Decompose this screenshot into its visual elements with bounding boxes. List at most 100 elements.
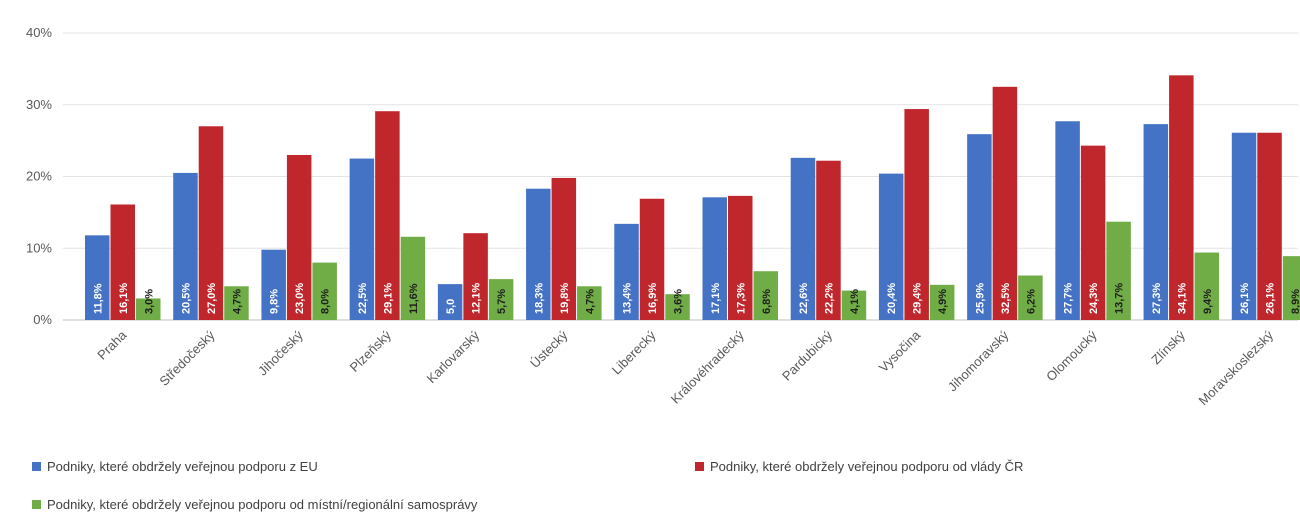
data-label: 24,3% (1088, 283, 1100, 314)
y-tick-label: 30% (26, 97, 52, 112)
data-label: 16,9% (647, 283, 659, 314)
data-label: 26,1% (1239, 283, 1251, 314)
data-label: 8,9% (1290, 289, 1300, 314)
data-label: 27,3% (1151, 283, 1163, 314)
bar (1257, 132, 1282, 320)
bar (85, 235, 110, 320)
data-label: 9,4% (1202, 289, 1214, 314)
data-label: 19,8% (559, 283, 571, 314)
y-tick-label: 10% (26, 240, 52, 255)
category-label: Zlínský (1148, 327, 1188, 367)
bar (728, 195, 753, 320)
bar (286, 154, 312, 320)
data-label: 6,8% (761, 289, 773, 314)
bar (614, 223, 639, 320)
bar (577, 286, 602, 320)
bar (878, 173, 904, 320)
category-label: Liberecký (609, 327, 659, 377)
bar (198, 126, 224, 321)
data-label: 23,0% (294, 283, 306, 314)
bar (488, 279, 514, 320)
category-label: Středočeský (156, 327, 218, 389)
data-label: 22,2% (823, 283, 835, 314)
bar (224, 286, 249, 320)
bar (349, 158, 375, 320)
y-tick-label: 40% (26, 25, 52, 40)
data-label: 4,9% (937, 289, 949, 314)
data-label: 4,7% (231, 289, 243, 314)
bar (261, 249, 286, 320)
bar (526, 188, 551, 320)
bar (1106, 221, 1131, 320)
data-label: 18,3% (533, 283, 545, 314)
bar (110, 204, 135, 320)
category-label: Jihomoravský (945, 327, 1012, 394)
category-label: Praha (94, 327, 130, 363)
bar (967, 134, 992, 320)
data-label: 4,1% (849, 289, 861, 314)
data-label: 17,1% (710, 283, 722, 314)
data-label: 13,7% (1114, 283, 1126, 314)
data-label: 3,6% (673, 289, 685, 314)
bar (639, 198, 665, 320)
bar (1080, 145, 1106, 320)
bar (816, 160, 841, 320)
bar (136, 298, 161, 320)
data-label: 29,1% (382, 283, 394, 314)
data-label: 11,8% (92, 283, 104, 314)
bar (437, 284, 463, 320)
category-label: Olomoucký (1043, 327, 1100, 384)
bar (375, 111, 400, 321)
data-label: 22,6% (798, 283, 810, 314)
data-label: 5,0 (445, 299, 457, 314)
category-label: Ústecký (527, 327, 571, 371)
data-label: 27,0% (206, 283, 218, 314)
bar (1018, 275, 1043, 320)
bar (929, 284, 955, 320)
data-label: 3,0% (143, 289, 155, 314)
bar (841, 290, 867, 320)
data-label: 25,9% (974, 283, 986, 314)
bar (1143, 124, 1169, 320)
bar (753, 271, 778, 320)
bar (904, 109, 929, 321)
data-label: 12,1% (471, 283, 483, 314)
category-label: Plzeňský (347, 327, 395, 375)
y-tick-label: 0% (33, 312, 52, 327)
data-label: 20,5% (180, 283, 192, 314)
data-label: 9,8% (269, 289, 281, 314)
bar (665, 294, 690, 320)
data-label: 11,6% (408, 283, 420, 314)
bar (1055, 121, 1080, 320)
category-label: Jihočeský (255, 327, 306, 378)
data-label: 5,7% (496, 289, 508, 314)
data-label: 32,5% (1000, 283, 1012, 314)
bar (1194, 252, 1220, 320)
data-label: 8,0% (320, 289, 332, 314)
data-label: 17,3% (735, 283, 747, 314)
category-label: Moravskoslezský (1196, 327, 1277, 408)
bar (1282, 256, 1300, 320)
data-label: 26,1% (1265, 283, 1277, 314)
data-label: 22,5% (357, 283, 369, 314)
category-label: Královéhradecký (668, 327, 747, 406)
data-label: 6,2% (1025, 289, 1037, 314)
category-label: Karlovarský (424, 327, 483, 386)
bar (463, 233, 488, 320)
bar (173, 172, 198, 320)
data-label: 16,1% (118, 283, 130, 314)
bar (1169, 75, 1194, 321)
data-label: 4,7% (584, 289, 596, 314)
data-label: 27,7% (1063, 283, 1075, 314)
bar (1231, 132, 1257, 320)
bar (400, 236, 426, 320)
category-label: Vysočina (876, 327, 924, 375)
bar (312, 262, 337, 320)
data-label: 29,4% (912, 283, 924, 314)
bar (992, 86, 1018, 320)
data-label: 20,4% (886, 283, 898, 314)
data-label: 34,1% (1176, 283, 1188, 314)
bar (702, 197, 727, 320)
